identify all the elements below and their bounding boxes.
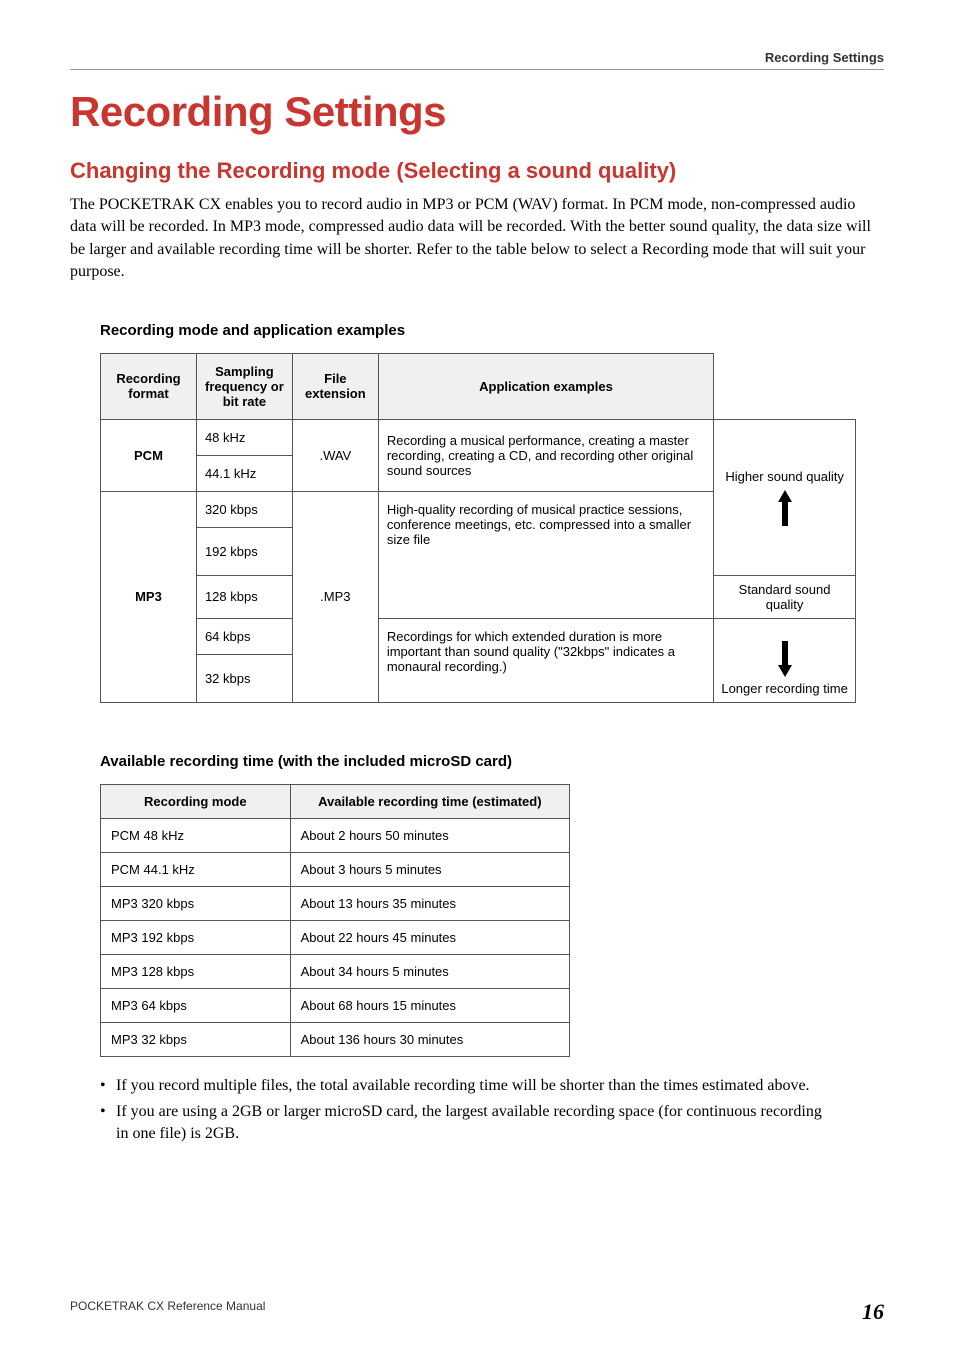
t1-col-format: Recording format: [101, 353, 197, 419]
page-number: 16: [862, 1299, 884, 1325]
t1-col-rate: Sampling frequency or bit rate: [196, 353, 292, 419]
t2-r6c1: About 136 hours 30 minutes: [290, 1022, 569, 1056]
t2-r5c1: About 68 hours 15 minutes: [290, 988, 569, 1022]
footer-left: POCKETRAK CX Reference Manual: [70, 1299, 265, 1325]
t1-mp3-app-low: Recordings for which extended duration i…: [378, 618, 713, 702]
t2-r0c1: About 2 hours 50 minutes: [290, 818, 569, 852]
t1-col-ext: File extension: [292, 353, 378, 419]
t1-quality-high: Higher sound quality: [714, 419, 856, 575]
notes-list: If you record multiple files, the total …: [100, 1075, 824, 1146]
t2-r6c0: MP3 32 kbps: [101, 1022, 291, 1056]
t1-mp3-192: 192 kbps: [196, 527, 292, 575]
t2-r3c0: MP3 192 kbps: [101, 920, 291, 954]
recording-time-table: Recording mode Available recording time …: [100, 784, 570, 1057]
t1-mp3-app-high: High-quality recording of musical practi…: [378, 491, 713, 618]
t2-r1c1: About 3 hours 5 minutes: [290, 852, 569, 886]
t2-r5c0: MP3 64 kbps: [101, 988, 291, 1022]
note-2: If you are using a 2GB or larger microSD…: [100, 1101, 824, 1146]
t2-r1c0: PCM 44.1 kHz: [101, 852, 291, 886]
table2-caption: Available recording time (with the inclu…: [100, 753, 884, 770]
t1-blank: [714, 353, 856, 419]
t1-mp3-128: 128 kbps: [196, 575, 292, 618]
quality-high-label: Higher sound quality: [725, 469, 844, 484]
running-header: Recording Settings: [70, 50, 884, 70]
t1-mp3-format: MP3: [101, 491, 197, 702]
table1-wrap: Recording format Sampling frequency or b…: [100, 353, 884, 703]
footer: POCKETRAK CX Reference Manual 16: [70, 1299, 884, 1325]
t1-pcm-48: 48 kHz: [196, 419, 292, 455]
section-subtitle: Changing the Recording mode (Selecting a…: [70, 158, 884, 184]
t2-r2c1: About 13 hours 35 minutes: [290, 886, 569, 920]
t1-mp3-64: 64 kbps: [196, 618, 292, 654]
t2-r4c1: About 34 hours 5 minutes: [290, 954, 569, 988]
arrow-up-icon: [778, 490, 792, 526]
t1-pcm-format: PCM: [101, 419, 197, 491]
t1-col-app: Application examples: [378, 353, 713, 419]
t1-mp3-320: 320 kbps: [196, 491, 292, 527]
t2-r3c1: About 22 hours 45 minutes: [290, 920, 569, 954]
t1-pcm-ext: .WAV: [292, 419, 378, 491]
table2-wrap: Recording mode Available recording time …: [100, 784, 884, 1057]
running-header-text: Recording Settings: [765, 50, 884, 65]
t2-col-mode: Recording mode: [101, 784, 291, 818]
intro-paragraph: The POCKETRAK CX enables you to record a…: [70, 194, 884, 284]
t1-mp3-32: 32 kbps: [196, 654, 292, 702]
quality-low-label: Longer recording time: [721, 681, 847, 696]
t2-r0c0: PCM 48 kHz: [101, 818, 291, 852]
note-1: If you record multiple files, the total …: [100, 1075, 824, 1097]
t2-r2c0: MP3 320 kbps: [101, 886, 291, 920]
t2-r4c0: MP3 128 kbps: [101, 954, 291, 988]
arrow-down-icon: [778, 641, 792, 677]
t1-mp3-ext: .MP3: [292, 491, 378, 702]
t2-col-time: Available recording time (estimated): [290, 784, 569, 818]
t1-pcm-441: 44.1 kHz: [196, 455, 292, 491]
t1-quality-low: Longer recording time: [714, 618, 856, 702]
t1-pcm-app: Recording a musical performance, creatin…: [378, 419, 713, 491]
table1-caption: Recording mode and application examples: [100, 322, 884, 339]
page-title: Recording Settings: [70, 88, 884, 136]
recording-mode-table: Recording format Sampling frequency or b…: [100, 353, 856, 703]
t1-quality-mid: Standard sound quality: [714, 575, 856, 618]
